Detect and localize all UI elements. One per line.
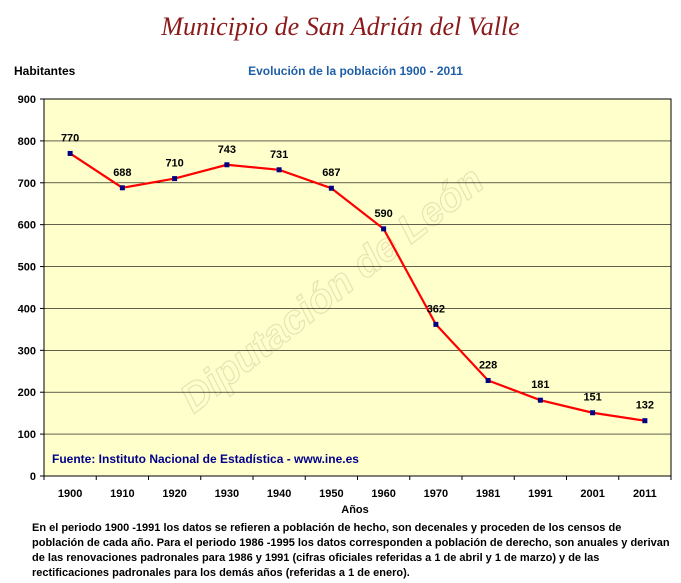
x-tick-label: 1991 [528,488,552,500]
data-label: 770 [61,132,79,144]
data-point [590,410,596,416]
data-label: 731 [270,149,288,161]
data-point [119,185,125,191]
y-axis-label: Habitantes [14,64,76,78]
x-tick-label: 2001 [580,488,604,500]
data-point [537,397,543,403]
data-point [172,176,178,182]
y-tick-label: 0 [30,471,36,483]
y-tick-label: 700 [18,178,36,190]
x-tick-label: 1960 [371,488,395,500]
data-label: 590 [374,208,392,220]
footnote: En el periodo 1900 -1991 los datos se re… [32,522,670,579]
data-point [67,150,73,156]
data-label: 688 [113,167,131,179]
x-tick-label: 1981 [476,488,500,500]
plot-area [44,99,671,476]
chart-subtitle: Evolución de la población 1900 - 2011 [248,64,463,78]
y-tick-label: 900 [18,94,36,106]
series-line [69,152,646,422]
chart-title: Municipio de San Adrián del Valle [161,12,520,41]
x-tick-label: 1920 [162,488,186,500]
data-label: 362 [427,303,445,315]
line-chart: Diputación de León0100200300400500600700… [18,94,672,516]
data-point [381,226,387,232]
y-tick-label: 500 [18,262,36,274]
data-point [276,167,282,173]
data-label: 151 [583,392,601,404]
y-tick-label: 400 [18,303,36,315]
x-tick-label: 1970 [424,488,448,500]
data-label: 743 [218,144,236,156]
x-axis-label: Años [341,504,369,516]
x-tick-label: 1910 [110,488,134,500]
x-tick-label: 1950 [319,488,343,500]
y-tick-label: 800 [18,136,36,148]
x-tick-label: 2011 [633,488,657,500]
data-label: 687 [322,167,340,179]
data-label: 181 [531,379,549,391]
source-text: Fuente: Instituto Nacional de Estadístic… [52,452,359,466]
x-tick-label: 1940 [267,488,291,500]
x-tick-label: 1930 [215,488,239,500]
data-point [642,418,648,424]
y-tick-label: 600 [18,220,36,232]
y-tick-label: 300 [18,345,36,357]
x-tick-label: 1900 [58,488,82,500]
data-label: 228 [479,359,497,371]
y-tick-label: 200 [18,387,36,399]
data-label: 132 [636,400,654,412]
data-point [433,321,439,327]
data-point [328,185,334,191]
data-label: 710 [165,158,183,170]
y-tick-label: 100 [18,429,36,441]
data-point [224,162,230,168]
data-point [485,377,491,383]
